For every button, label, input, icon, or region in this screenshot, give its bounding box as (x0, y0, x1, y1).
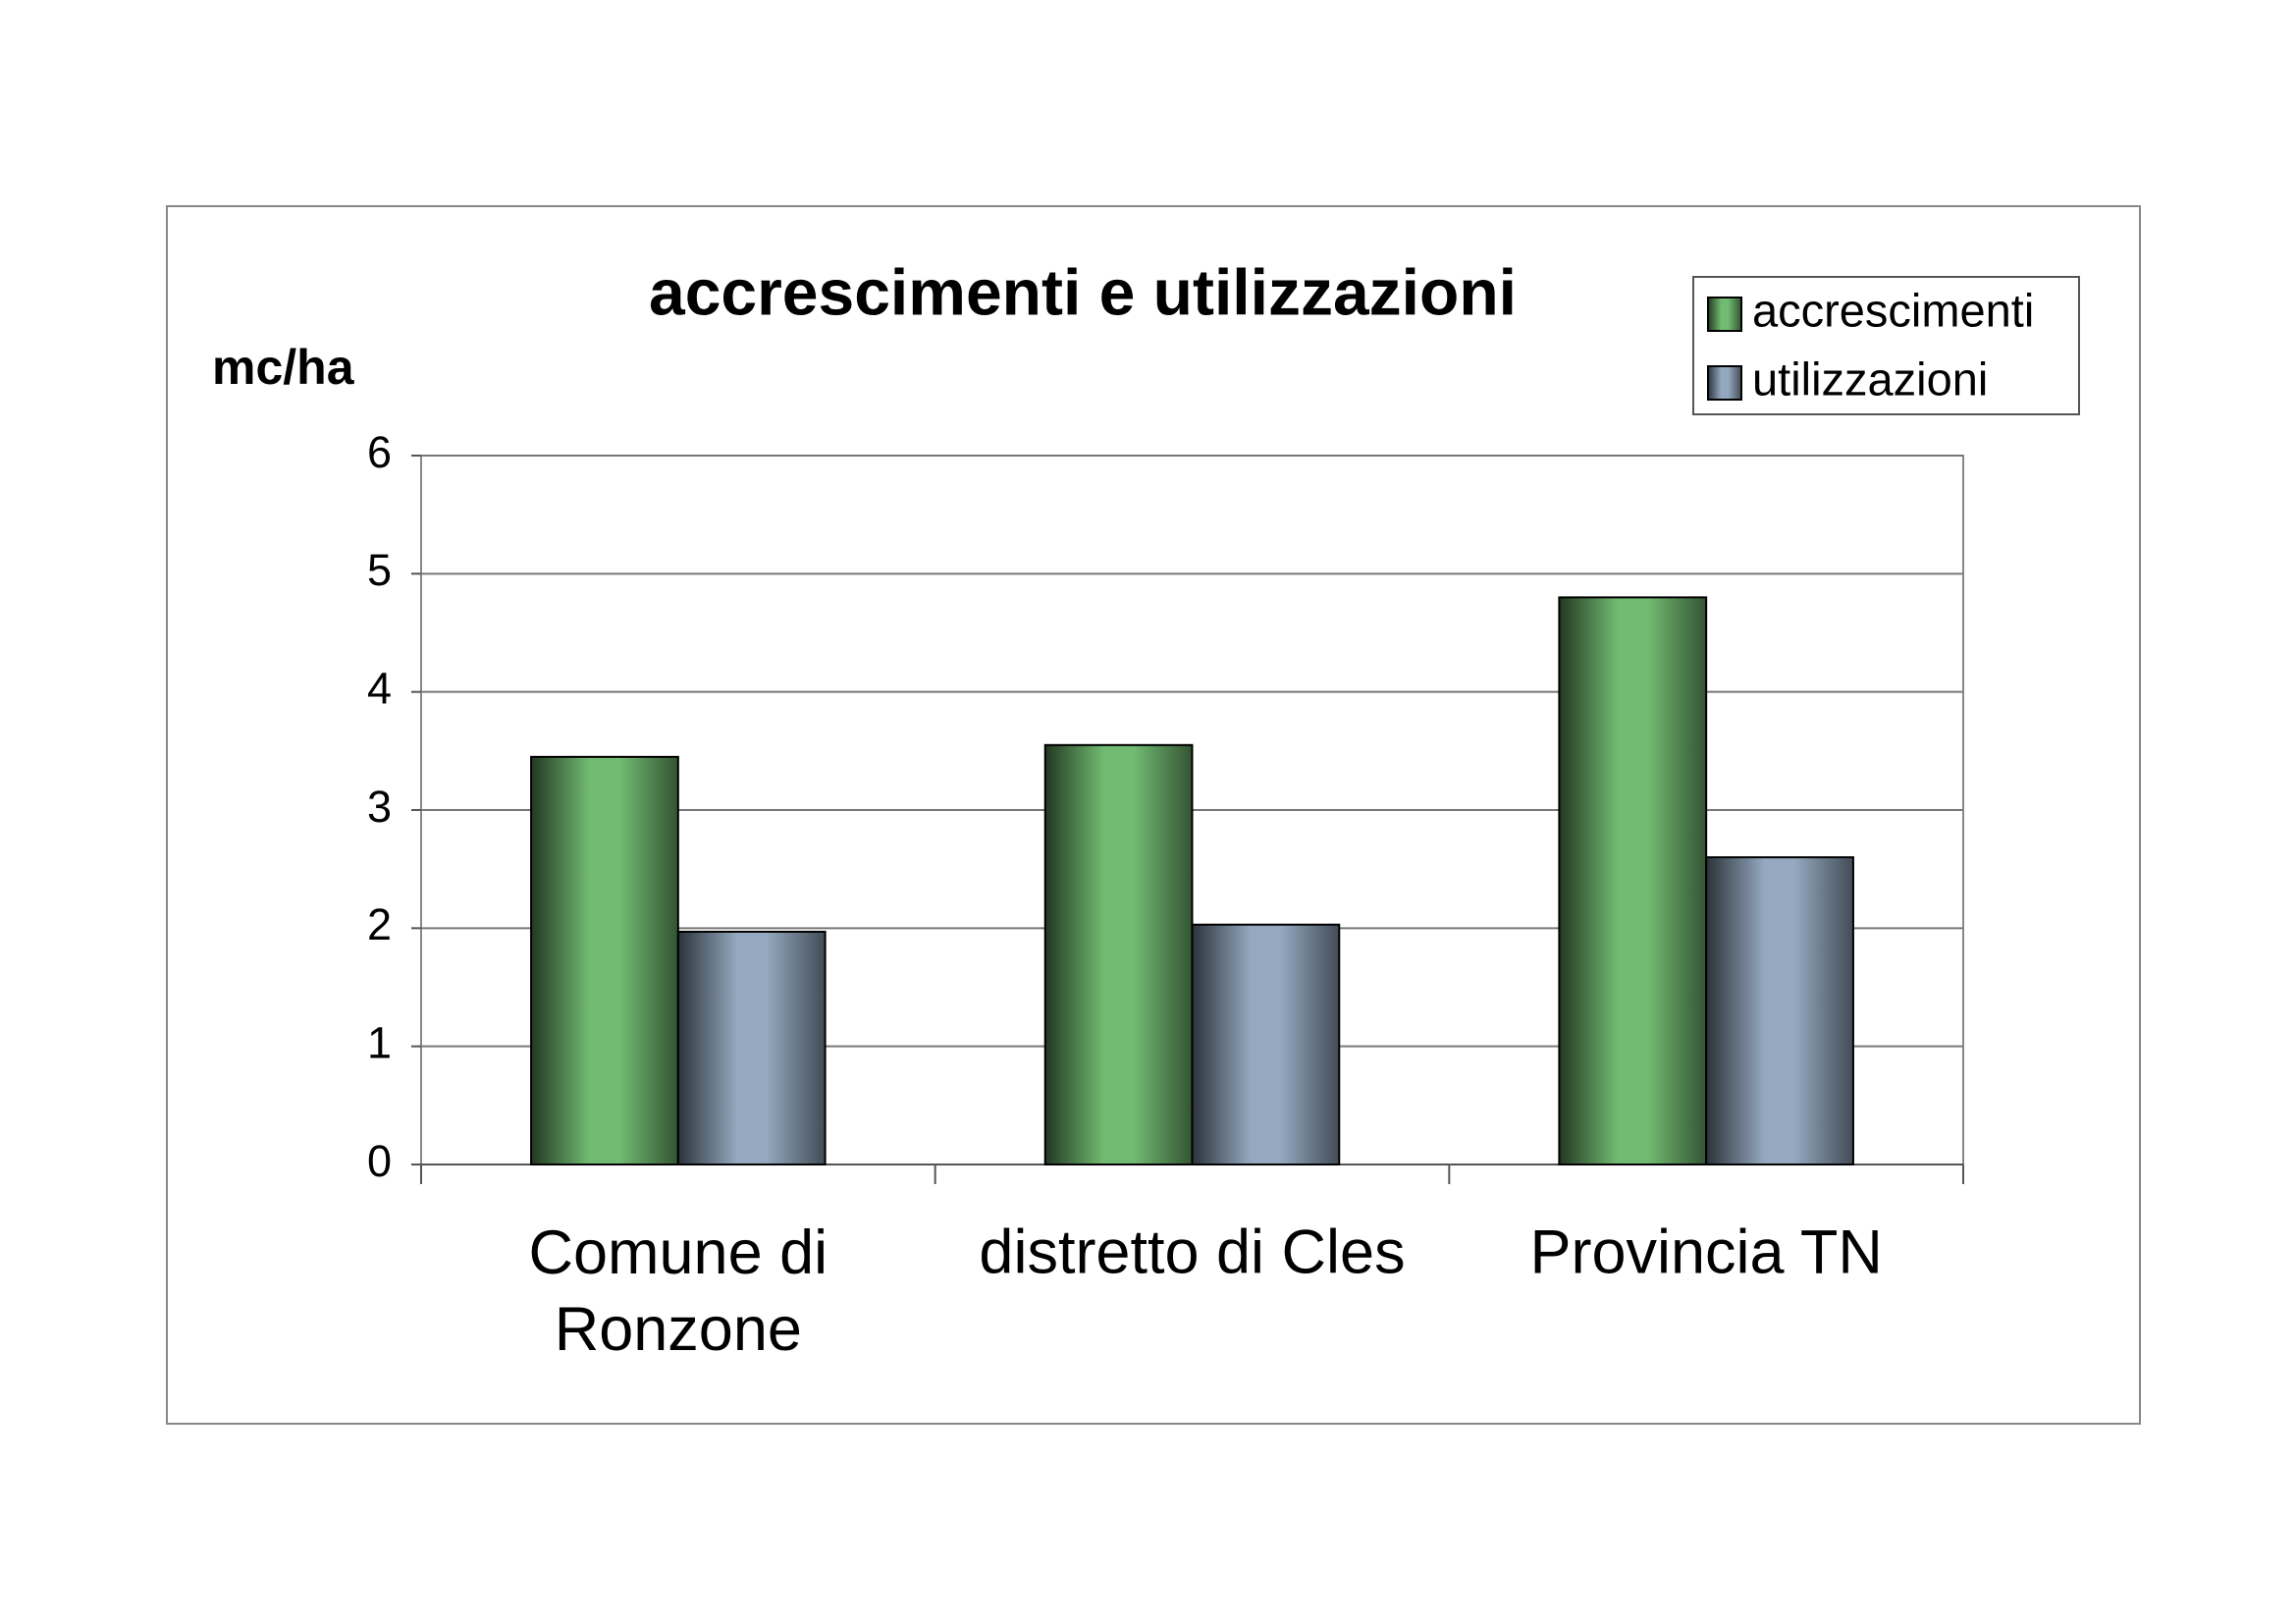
bar (676, 930, 827, 1166)
legend-label: utilizzazioni (1752, 352, 1988, 405)
x-tick-label: distretto di Cles (979, 1218, 1405, 1287)
y-tick-label: 3 (367, 782, 392, 832)
y-tick-label: 4 (367, 664, 392, 714)
y-tick-label: 0 (367, 1136, 392, 1186)
y-tick-label: 2 (367, 899, 392, 949)
legend-swatch (1707, 365, 1742, 401)
legend-swatch (1707, 297, 1742, 332)
bar (1191, 923, 1341, 1165)
bar (1043, 743, 1194, 1165)
bar (1558, 596, 1708, 1165)
bar (1705, 856, 1854, 1166)
y-tick-label: 6 (367, 427, 392, 477)
y-tick-label: 5 (367, 545, 392, 595)
bar (530, 755, 679, 1165)
y-tick-label: 1 (367, 1018, 392, 1068)
y-axis-label: mc/ha (212, 340, 355, 395)
legend-label: accrescimenti (1752, 284, 2034, 336)
legend (1692, 276, 2080, 415)
x-tick-label: Comune di Ronzone (528, 1218, 828, 1364)
x-tick-label: Provincia TN (1529, 1218, 1882, 1287)
chart-title: accrescimenti e utilizzazioni (649, 255, 1517, 328)
